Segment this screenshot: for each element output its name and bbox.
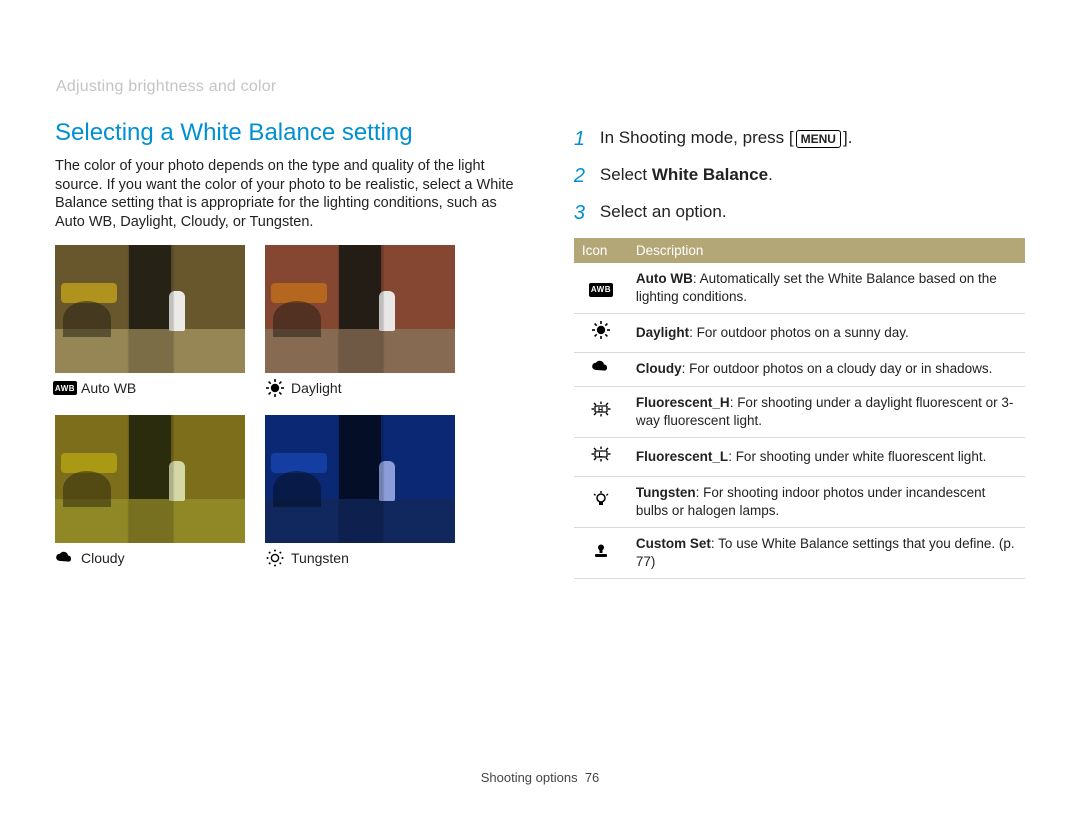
row-desc-cell: Auto WB: Automatically set the White Bal… bbox=[628, 263, 1025, 314]
fluorescent-h-icon: H bbox=[590, 400, 612, 418]
step-text: In Shooting mode, press [MENU]. bbox=[600, 127, 853, 152]
sample-cloudy: Cloudy bbox=[55, 415, 245, 579]
sample-grid: AWB Auto WB Daylight bbox=[55, 245, 526, 579]
table-header-icon: Icon bbox=[574, 238, 628, 263]
svg-text:H: H bbox=[598, 407, 603, 414]
cloud-icon bbox=[591, 360, 611, 374]
row-desc-cell: Cloudy: For outdoor photos on a cloudy d… bbox=[628, 352, 1025, 386]
table-header-desc: Description bbox=[628, 238, 1025, 263]
table-body: AWB Auto WB: Automatically set the White… bbox=[574, 263, 1025, 579]
row-icon-cell bbox=[574, 314, 628, 352]
tungsten-icon bbox=[592, 490, 610, 508]
row-desc-cell: Custom Set: To use White Balance setting… bbox=[628, 527, 1025, 578]
menu-button-icon: MENU bbox=[796, 130, 841, 148]
table-row: Cloudy: For outdoor photos on a cloudy d… bbox=[574, 352, 1025, 386]
step-number: 3 bbox=[574, 201, 588, 226]
step-number: 2 bbox=[574, 164, 588, 189]
row-desc-cell: Daylight: For outdoor photos on a sunny … bbox=[628, 314, 1025, 352]
sample-label: Tungsten bbox=[291, 550, 349, 566]
awb-icon: AWB bbox=[53, 381, 77, 395]
row-icon-cell bbox=[574, 352, 628, 386]
sample-caption: Daylight bbox=[265, 373, 455, 409]
awb-icon: AWB bbox=[589, 283, 613, 297]
sample-tungsten: Tungsten bbox=[265, 415, 455, 579]
sample-thumb bbox=[265, 415, 455, 543]
row-icon-cell bbox=[574, 476, 628, 527]
row-icon-cell: L bbox=[574, 438, 628, 476]
footer-page: 76 bbox=[585, 770, 599, 785]
wb-options-table: Icon Description AWB Auto WB: Automatica… bbox=[574, 238, 1025, 579]
tungsten-dots-icon bbox=[266, 549, 284, 567]
footer-label: Shooting options bbox=[481, 770, 578, 785]
step-number: 1 bbox=[574, 127, 588, 152]
table-row: Daylight: For outdoor photos on a sunny … bbox=[574, 314, 1025, 352]
row-desc-cell: Tungsten: For shooting indoor photos und… bbox=[628, 476, 1025, 527]
custom-set-icon bbox=[592, 542, 610, 560]
daylight-icon bbox=[592, 321, 610, 339]
breadcrumb: Adjusting brightness and color bbox=[56, 78, 276, 96]
section-title: Selecting a White Balance setting bbox=[55, 119, 526, 147]
sample-daylight: Daylight bbox=[265, 245, 455, 409]
page-footer: Shooting options 76 bbox=[0, 770, 1080, 785]
sample-caption: AWB Auto WB bbox=[55, 373, 245, 409]
sample-thumb bbox=[55, 415, 245, 543]
row-desc-cell: Fluorescent_L: For shooting under white … bbox=[628, 438, 1025, 476]
sample-caption: Tungsten bbox=[265, 543, 455, 579]
intro-paragraph: The color of your photo depends on the t… bbox=[55, 157, 526, 231]
row-icon-cell: H bbox=[574, 386, 628, 437]
table-row: H Fluorescent_H: For shooting under a da… bbox=[574, 386, 1025, 437]
table-row: Custom Set: To use White Balance setting… bbox=[574, 527, 1025, 578]
sample-label: Cloudy bbox=[81, 550, 125, 566]
row-icon-cell bbox=[574, 527, 628, 578]
sample-caption: Cloudy bbox=[55, 543, 245, 579]
right-column: 1 In Shooting mode, press [MENU]. 2 Sele… bbox=[574, 75, 1025, 579]
daylight-icon bbox=[266, 379, 284, 397]
table-row: AWB Auto WB: Automatically set the White… bbox=[574, 263, 1025, 314]
svg-text:L: L bbox=[598, 452, 603, 459]
step-text: Select White Balance. bbox=[600, 164, 773, 189]
cloud-icon bbox=[55, 551, 75, 565]
fluorescent-l-icon: L bbox=[590, 445, 612, 463]
steps-list: 1 In Shooting mode, press [MENU]. 2 Sele… bbox=[574, 127, 1025, 226]
table-row: L Fluorescent_L: For shooting under whit… bbox=[574, 438, 1025, 476]
table-row: Tungsten: For shooting indoor photos und… bbox=[574, 476, 1025, 527]
step-text: Select an option. bbox=[600, 201, 727, 226]
step-1: 1 In Shooting mode, press [MENU]. bbox=[574, 127, 1025, 152]
sample-label: Auto WB bbox=[81, 380, 136, 396]
row-icon-cell: AWB bbox=[574, 263, 628, 314]
sample-label: Daylight bbox=[291, 380, 342, 396]
sample-thumb bbox=[265, 245, 455, 373]
sample-thumb bbox=[55, 245, 245, 373]
sample-auto wb: AWB Auto WB bbox=[55, 245, 245, 409]
left-column: Selecting a White Balance setting The co… bbox=[55, 75, 526, 579]
step-2: 2 Select White Balance. bbox=[574, 164, 1025, 189]
step-3: 3 Select an option. bbox=[574, 201, 1025, 226]
row-desc-cell: Fluorescent_H: For shooting under a dayl… bbox=[628, 386, 1025, 437]
